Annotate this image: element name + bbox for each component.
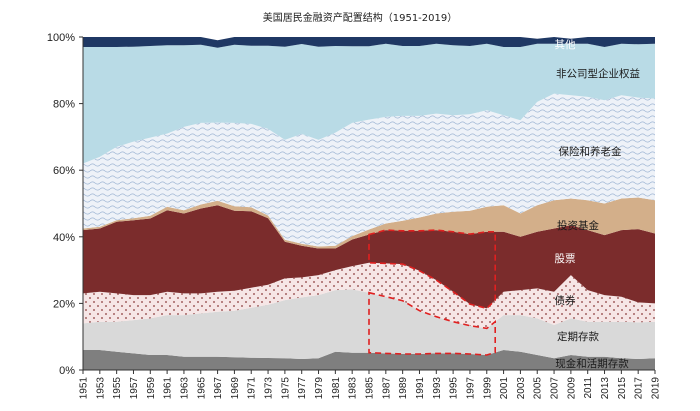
x-tick-label: 2009: [566, 377, 577, 400]
y-tick-label: 40%: [53, 232, 75, 244]
x-tick-label: 1963: [179, 377, 190, 400]
x-tick-label: 2019: [651, 377, 662, 400]
series-label-5: 保险和养老金: [559, 145, 622, 158]
x-tick-label: 1999: [482, 377, 493, 400]
x-tick-label: 1979: [314, 377, 325, 400]
x-tick-label: 1951: [79, 377, 90, 400]
series-label-2: 债券: [555, 294, 576, 307]
x-tick-label: 2013: [600, 377, 611, 400]
area-series-7: [83, 37, 655, 48]
x-tick-label: 1989: [398, 377, 409, 400]
y-tick-label: 0%: [59, 365, 75, 377]
x-tick-label: 2011: [583, 377, 594, 399]
y-tick-label: 80%: [53, 99, 75, 111]
area-series-6: [83, 43, 655, 164]
series-areas: [83, 37, 655, 370]
x-tick-label: 1995: [449, 377, 460, 400]
chart-title: 美国居民金融资产配置结构（1951-2019）: [263, 11, 458, 24]
x-tick-label: 2005: [533, 377, 544, 400]
y-tick-label: 20%: [53, 298, 75, 310]
x-tick-label: 1977: [297, 377, 308, 400]
x-tick-label: 1993: [432, 377, 443, 400]
x-tick-label: 1987: [381, 377, 392, 400]
series-label-4: 投资基金: [557, 219, 599, 232]
series-label-1: 定期存款: [557, 330, 599, 343]
y-tick-label: 60%: [53, 165, 75, 177]
x-axis: 1951 1953 1955 1957 1959 1961 1963 1965 1967 1969…: [79, 369, 662, 400]
x-tick-label: 2017: [634, 377, 645, 400]
x-tick-label: 1975: [280, 377, 291, 400]
x-tick-label: 1983: [348, 377, 359, 400]
x-tick-label: 1957: [129, 377, 140, 400]
x-tick-label: 2015: [617, 377, 628, 400]
x-tick-label: 1985: [365, 377, 376, 400]
x-tick-label: 1997: [465, 377, 476, 400]
series-label-0: 现金和活期存款: [555, 357, 629, 370]
x-tick-label: 1965: [196, 377, 207, 400]
x-tick-label: 1969: [230, 377, 241, 400]
x-tick-label: 1953: [95, 377, 106, 400]
annotation-box-0: [368, 229, 496, 310]
x-tick-label: 1961: [163, 377, 174, 400]
area-series-2: [83, 262, 655, 329]
area-series-4: [83, 197, 655, 249]
y-axis: 0% 20% 40% 60% 80% 100%: [47, 32, 84, 377]
series-label-3: 股票: [555, 253, 576, 265]
annotation-boxes: [368, 229, 496, 356]
x-tick-label: 2007: [550, 377, 561, 400]
x-tick-label: 1973: [264, 377, 275, 400]
x-tick-label: 1981: [331, 377, 342, 400]
area-series-0: [83, 350, 655, 370]
x-tick-label: 1967: [213, 377, 224, 400]
x-tick-label: 2001: [499, 377, 510, 400]
y-tick-label: 100%: [47, 32, 75, 44]
series-label-7: 其他: [555, 38, 576, 51]
x-tick-label: 1955: [112, 377, 123, 400]
series-label-6: 非公司型企业权益: [556, 67, 640, 80]
x-tick-label: 1959: [146, 377, 157, 400]
x-tick-label: 1971: [247, 377, 258, 400]
annotation-box-1: [368, 291, 496, 356]
area-series-5: [83, 93, 655, 247]
x-tick-label: 2003: [516, 377, 527, 400]
x-tick-label: 1991: [415, 377, 426, 400]
